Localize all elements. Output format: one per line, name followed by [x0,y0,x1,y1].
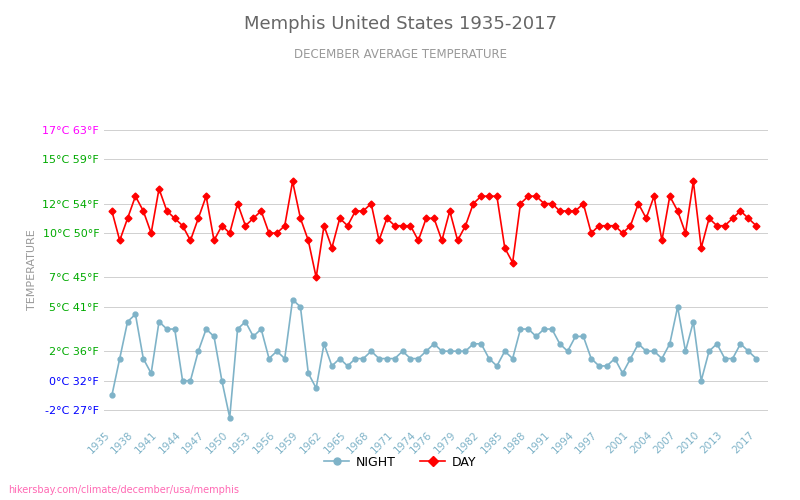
Y-axis label: TEMPERATURE: TEMPERATURE [26,230,37,310]
Text: hikersbay.com/climate/december/usa/memphis: hikersbay.com/climate/december/usa/memph… [8,485,239,495]
Text: DECEMBER AVERAGE TEMPERATURE: DECEMBER AVERAGE TEMPERATURE [294,48,506,60]
Text: Memphis United States 1935-2017: Memphis United States 1935-2017 [243,15,557,33]
Legend: NIGHT, DAY: NIGHT, DAY [319,451,481,474]
